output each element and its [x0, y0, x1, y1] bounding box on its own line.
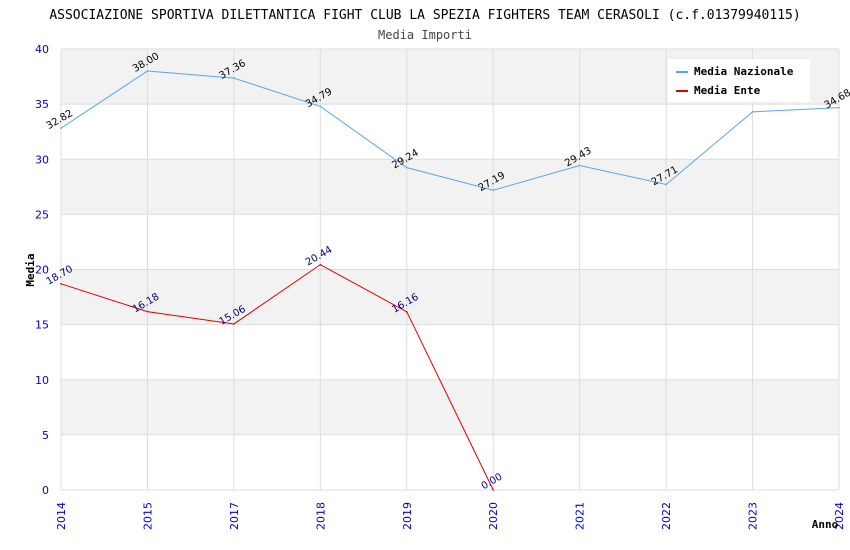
chart-subtitle: Media Importi: [378, 28, 472, 42]
data-point: [233, 323, 235, 325]
y-tick-label: 20: [35, 264, 49, 277]
plot-band: [61, 379, 839, 435]
series-line: [60, 264, 494, 491]
y-tick-label: 30: [35, 153, 49, 166]
plot-band: [61, 104, 839, 160]
x-tick-label: 2024: [833, 502, 846, 530]
x-tick-label: 2021: [574, 502, 587, 530]
legend-label-media-ente: Media Ente: [694, 84, 761, 97]
y-tick-label: 25: [35, 208, 49, 221]
data-point: [751, 111, 754, 113]
data-point: [60, 283, 62, 285]
x-tick-label: 2014: [55, 502, 68, 530]
x-tick-label: 2015: [141, 502, 154, 530]
grid-lines: [60, 48, 840, 491]
data-point: [233, 77, 235, 79]
y-tick-label: 15: [35, 319, 49, 332]
x-tick-label: 2022: [660, 502, 673, 530]
chart-title: ASSOCIAZIONE SPORTIVA DILETTANTICA FIGHT…: [49, 8, 800, 23]
plot-band: [61, 214, 839, 270]
plot-band: [61, 269, 839, 325]
plot-band: [61, 324, 839, 380]
y-tick-label: 40: [35, 43, 49, 56]
y-tick-label: 10: [35, 374, 49, 387]
x-axis-label: Anno: [812, 518, 839, 531]
y-tick-label: 35: [35, 98, 49, 111]
x-tick-label: 2018: [314, 502, 327, 530]
data-point: [405, 311, 408, 313]
data-point: [838, 106, 840, 109]
x-tick-label: 2017: [228, 502, 241, 530]
data-point: [492, 489, 495, 491]
data-point: [665, 183, 667, 186]
x-tick-label: 2019: [401, 502, 414, 530]
legend: Media Nazionale Media Ente: [668, 59, 810, 102]
data-point: [319, 105, 322, 108]
data-point: [578, 164, 581, 167]
data-point: [405, 166, 408, 169]
plot-band: [61, 434, 839, 490]
y-tick-label: 5: [42, 429, 49, 442]
x-tick-label: 2020: [487, 502, 500, 530]
data-point: [146, 70, 149, 72]
plot-background: [61, 49, 839, 490]
y-tick-label: 0: [42, 484, 49, 497]
legend-label-media-nazionale: Media Nazionale: [694, 65, 794, 78]
data-point: [492, 189, 495, 192]
data-point: [60, 127, 62, 129]
x-tick-label: 2023: [747, 502, 760, 530]
series-line: [60, 70, 840, 191]
data-point: [146, 310, 149, 313]
legend-box: [668, 59, 810, 102]
y-axis-ticks: 0 5 10 15 20 25 30 35 40: [35, 43, 49, 497]
data-point: [319, 263, 322, 266]
y-axis-label: Media: [24, 253, 37, 286]
plot-band: [61, 159, 839, 215]
x-axis-ticks: 2014 2015 2017 2018 2019 2020 2021 2022 2023 2024: [55, 502, 846, 530]
